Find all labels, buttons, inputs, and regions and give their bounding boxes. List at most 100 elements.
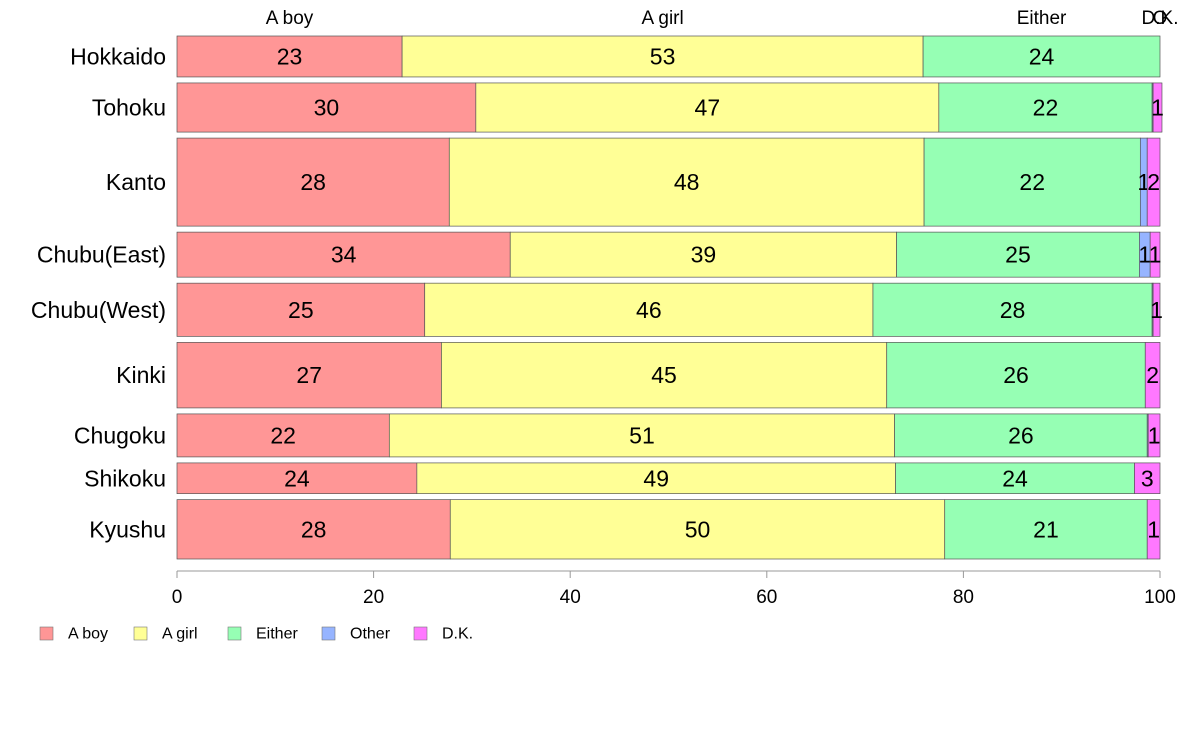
- data-label: 2: [1147, 169, 1160, 195]
- bar-row: 30 47 22 1: [176, 82, 1164, 133]
- data-label: 24: [1029, 43, 1055, 69]
- legend-label: Other: [350, 626, 391, 643]
- data-label: 23: [277, 43, 303, 69]
- category-label: Kinki: [116, 362, 166, 388]
- bar-segment: [176, 342, 442, 409]
- legend-swatch: [133, 626, 148, 641]
- bar-segment: [1134, 462, 1161, 494]
- legend-item: Either: [227, 626, 298, 643]
- data-label: 47: [695, 95, 721, 121]
- bar-segment: [938, 82, 1153, 133]
- bar-segment: [441, 342, 888, 409]
- category-label: Kyushu: [89, 516, 166, 542]
- data-label: 45: [651, 362, 677, 388]
- data-label: 39: [691, 242, 717, 268]
- bar-segment: [509, 231, 897, 278]
- bar-segment: [896, 231, 1140, 278]
- legend-label: D.K.: [442, 626, 473, 643]
- bar-segment: [1144, 342, 1161, 409]
- legend-label: Either: [256, 626, 298, 643]
- bar-row: 23 53 24: [176, 35, 1161, 78]
- data-label: 1: [1151, 95, 1164, 121]
- legend: A boy A girl Either Other D.K.: [39, 626, 473, 643]
- x-tick-label: 60: [756, 587, 777, 608]
- bar-segment: [176, 82, 477, 133]
- bar-segment: [401, 35, 924, 78]
- data-label: 1: [1147, 516, 1160, 542]
- legend-item: Other: [321, 626, 391, 643]
- bar-row: 28 48 22 12: [176, 137, 1161, 227]
- bar-segment: [176, 413, 390, 458]
- legend-item: A boy: [39, 626, 108, 643]
- bar-segment: [176, 462, 418, 494]
- bar-segment: [475, 82, 940, 133]
- data-label: 46: [636, 297, 662, 323]
- category-labels: Hokkaido Tohoku Kanto Chubu(East) Chubu(West…: [31, 43, 166, 542]
- bar-segment: [923, 137, 1141, 227]
- data-label: 3: [1141, 465, 1154, 491]
- data-label: 24: [1002, 465, 1028, 491]
- data-label: 26: [1003, 362, 1029, 388]
- data-label: 22: [1019, 169, 1045, 195]
- data-label: 26: [1008, 422, 1034, 448]
- category-label: Tohoku: [92, 95, 166, 121]
- legend-item: A girl: [133, 626, 198, 643]
- x-tick-label: 0: [172, 587, 183, 608]
- x-tick-label: 100: [1144, 587, 1176, 608]
- legend-swatch: [39, 626, 54, 641]
- legend-swatch: [321, 626, 336, 641]
- data-label: 30: [314, 95, 340, 121]
- data-label: 22: [270, 422, 296, 448]
- column-header: O: [1153, 8, 1168, 29]
- column-header: Either: [1017, 8, 1067, 29]
- category-label: Chugoku: [74, 422, 166, 448]
- data-label: 50: [685, 516, 711, 542]
- column-header: A girl: [641, 8, 683, 29]
- column-header: A boy: [266, 8, 314, 29]
- bar-row: 28 50 21 1: [176, 499, 1161, 560]
- bar-segment: [1146, 499, 1161, 560]
- bar-segment: [1152, 282, 1161, 337]
- bar-row: 22 51 26 1: [176, 413, 1161, 458]
- data-label: 27: [296, 362, 322, 388]
- data-label: 48: [674, 169, 700, 195]
- bar-segment: [424, 282, 874, 337]
- bar-segment: [1147, 413, 1161, 458]
- data-label: 1: [1150, 297, 1163, 323]
- legend-swatch: [413, 626, 428, 641]
- category-label: Chubu(West): [31, 297, 166, 323]
- bar-segment: [176, 231, 511, 278]
- bar-segment: [922, 35, 1161, 78]
- data-label: 1: [1138, 242, 1151, 268]
- bar-segment: [894, 413, 1148, 458]
- data-label: 53: [650, 43, 676, 69]
- data-label: 28: [300, 169, 326, 195]
- bar-segment: [1152, 82, 1163, 133]
- bar-row: 34 39 25 11: [176, 231, 1161, 278]
- bar-segment: [416, 462, 896, 494]
- bar-segment: [388, 413, 895, 458]
- data-label: 28: [1000, 297, 1026, 323]
- x-axis: 0 20 40 60 80 100: [172, 570, 1176, 608]
- bar-segment: [872, 282, 1153, 337]
- category-label: Hokkaido: [70, 43, 166, 69]
- data-label: 51: [629, 422, 655, 448]
- column-header: D.K.: [1142, 8, 1179, 29]
- x-tick-label: 40: [560, 587, 581, 608]
- x-tick-label: 80: [953, 587, 974, 608]
- column-headers: A boy A girl Either OD.K.: [266, 8, 1179, 29]
- data-label: 24: [284, 465, 310, 491]
- bar-row: 27 45 26 2: [176, 342, 1161, 409]
- data-label: 28: [301, 516, 327, 542]
- bar-segment: [1146, 137, 1161, 227]
- data-label: 1: [1148, 422, 1161, 448]
- data-label: 49: [643, 465, 669, 491]
- legend-swatch: [227, 626, 242, 641]
- bar-area: 23 53 24 30 47 22 1 28 48 22 1 2 34 39 25 11 25 46 28 1 27 45…: [176, 35, 1164, 560]
- bar-segment: [176, 282, 426, 337]
- bar-row: 24 49 24 3: [176, 462, 1161, 494]
- data-label: 25: [288, 297, 314, 323]
- bar-segment: [944, 499, 1148, 560]
- x-tick-label: 20: [363, 587, 384, 608]
